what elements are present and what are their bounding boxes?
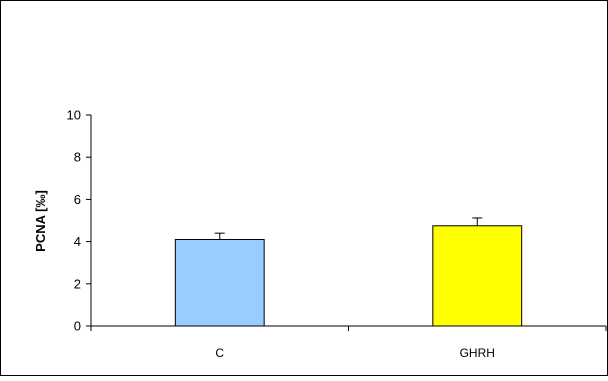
y-tick-label: 6 <box>74 192 81 207</box>
y-tick-label: 10 <box>67 108 81 123</box>
y-tick-label: 4 <box>74 234 81 249</box>
bar-ghrh <box>432 225 523 327</box>
y-tick-label: 0 <box>74 319 81 334</box>
x-category-label: GHRH <box>460 346 495 360</box>
x-category-label: C <box>215 346 224 360</box>
y-tick-label: 8 <box>74 150 81 165</box>
y-tick-label: 2 <box>74 276 81 291</box>
bar-c <box>174 238 265 327</box>
plot-area: 0 2 4 6 8 10 C GHRH <box>67 108 607 360</box>
y-axis-title: PCNA [‰] <box>33 190 48 252</box>
